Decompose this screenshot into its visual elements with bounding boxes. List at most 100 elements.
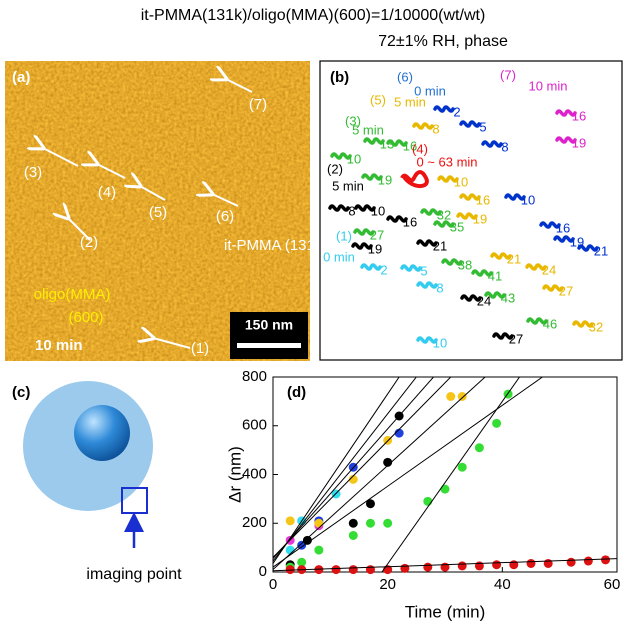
trajectory-label: 19 <box>368 241 382 256</box>
trajectory-label: 16 <box>476 192 490 207</box>
point <box>286 516 295 525</box>
point <box>441 563 450 572</box>
x-tick-label: 20 <box>379 576 396 593</box>
sample-label: it-PMMA (131k) <box>224 237 327 254</box>
point <box>400 564 409 573</box>
y-tick-label: 0 <box>259 563 267 580</box>
oligo-label: (600) <box>68 309 103 326</box>
trajectory-label: 27 <box>509 331 523 346</box>
trajectory-label: (5) <box>370 92 386 107</box>
trajectory-label: 46 <box>543 316 557 331</box>
x-tick-label: 0 <box>269 576 277 593</box>
point <box>458 392 467 401</box>
trajectory-label: 8 <box>501 139 508 154</box>
y-axis-label: Δr (nm) <box>225 446 244 503</box>
trajectory-label: 2 <box>380 262 387 277</box>
point <box>366 519 375 528</box>
trajectory-label: 21 <box>594 243 608 258</box>
trajectory-label: 10 <box>454 174 468 189</box>
trajectory-label: 16 <box>572 108 586 123</box>
trajectory-label: 5 <box>479 119 486 134</box>
trajectory-label: 16 <box>403 214 417 229</box>
trajectory-label: 27 <box>559 283 573 298</box>
point <box>475 561 484 570</box>
point <box>349 531 358 540</box>
point <box>458 463 467 472</box>
point <box>458 561 467 570</box>
trajectory-label: 24 <box>477 293 491 308</box>
point <box>349 565 358 574</box>
trajectory-label: 10 <box>433 335 447 350</box>
trajectory-label: 0 ~ 63 min <box>416 154 477 169</box>
point <box>314 519 323 528</box>
particle <box>74 405 130 461</box>
point <box>601 555 610 564</box>
y-tick-label: 800 <box>242 368 267 385</box>
point <box>492 560 501 569</box>
point <box>441 485 450 494</box>
trajectory-label: 19 <box>572 135 586 150</box>
point <box>492 419 501 428</box>
trajectory-label: 10 <box>521 192 535 207</box>
trajectory-label: 32 <box>589 319 603 334</box>
plot-frame <box>273 377 617 572</box>
panel-a: (a) 10 min it-PMMA (131k) oligo(MMA) (60… <box>5 61 327 361</box>
point <box>383 519 392 528</box>
scale-bar <box>237 343 301 348</box>
point <box>366 565 375 574</box>
trajectory-label: 2 <box>453 104 460 119</box>
oligo-label: oligo(MMA) <box>34 286 111 303</box>
arrow-label: (3) <box>24 164 42 181</box>
trajectory-label: 16 <box>556 220 570 235</box>
panel-d: (d) 0 200 400 600 800 0 20 40 60 Time (min) Δr (nm) <box>225 368 620 622</box>
arrow-label: (5) <box>149 204 167 221</box>
trajectory-label: 35 <box>450 219 464 234</box>
x-tick-label: 60 <box>604 576 621 593</box>
trajectory-label: 24 <box>542 262 556 277</box>
point <box>475 443 484 452</box>
trajectory-label: 21 <box>433 238 447 253</box>
trajectory-label: 21 <box>507 251 521 266</box>
panel-c: (c) imaging point <box>12 381 182 583</box>
point <box>423 563 432 572</box>
panel-label: (d) <box>287 384 306 401</box>
arrow-label: (1) <box>191 340 209 357</box>
panel-label: (a) <box>12 69 30 86</box>
trajectory-label: (1) <box>336 228 352 243</box>
trajectory-label: 8 <box>432 121 439 136</box>
caption: imaging point <box>86 566 182 583</box>
panel-label: (c) <box>12 384 30 401</box>
point <box>446 392 455 401</box>
arrow-label: (4) <box>98 184 116 201</box>
trajectory-label: 19 <box>378 172 392 187</box>
panel-b: (b) (6)0 min(7)10 min(5)5 min2581619(3)5… <box>320 61 622 360</box>
point <box>584 557 593 566</box>
trajectory-label: (6) <box>397 69 413 84</box>
y-tick-label: 400 <box>242 465 267 482</box>
scale-label: 150 nm <box>245 317 293 333</box>
trajectory-label: 19 <box>473 211 487 226</box>
point <box>567 558 576 567</box>
trajectory-label: (7) <box>500 67 516 82</box>
title: it-PMMA(131k)/oligo(MMA)(600)=1/10000(wt… <box>141 7 486 24</box>
point <box>527 559 536 568</box>
arrow-label: (6) <box>216 208 234 225</box>
point <box>423 497 432 506</box>
trajectory-label: 10 <box>347 151 361 166</box>
trajectory-label: 5 <box>420 263 427 278</box>
trajectory-label: 8 <box>348 203 355 218</box>
x-axis-label: Time (min) <box>405 602 486 621</box>
arrow-label: (2) <box>80 234 98 251</box>
y-tick-label: 200 <box>242 514 267 531</box>
point <box>509 560 518 569</box>
arrow-label: (7) <box>249 96 267 113</box>
trajectory-label: (2) <box>327 161 343 176</box>
point <box>544 559 553 568</box>
y-tick-label: 600 <box>242 417 267 434</box>
trajectory-label: 5 min <box>352 122 384 137</box>
trajectory-label: 27 <box>370 227 384 242</box>
trajectory-label: 41 <box>488 268 502 283</box>
trajectory-label: 10 <box>371 203 385 218</box>
x-tick-label: 40 <box>494 576 511 593</box>
point <box>314 546 323 555</box>
